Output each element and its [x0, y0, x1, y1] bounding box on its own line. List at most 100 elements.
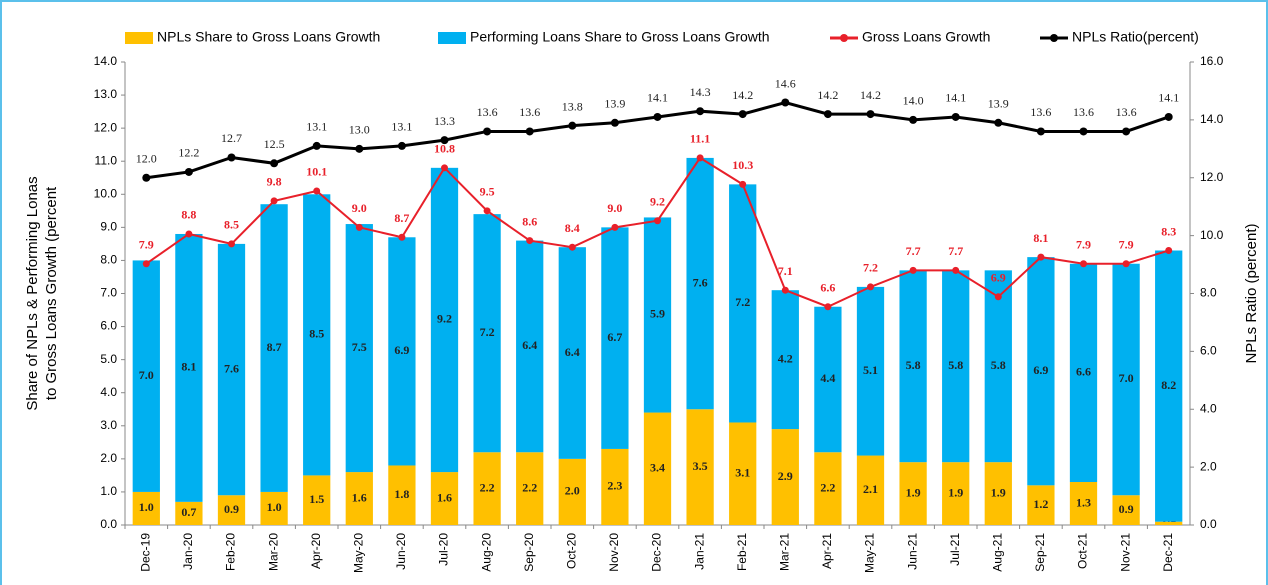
- x-tick-label: Dec-20: [650, 533, 664, 572]
- data-label: 2.2: [480, 480, 495, 494]
- line-point: [738, 110, 747, 119]
- line-point: [142, 260, 150, 268]
- bar-segment: [217, 495, 246, 525]
- line-point: [568, 121, 577, 130]
- data-label: 13.6: [1116, 105, 1137, 119]
- x-tick-label: Feb-21: [735, 533, 749, 571]
- data-label: 7.9: [139, 237, 154, 251]
- data-label: 9.0: [607, 201, 622, 215]
- data-label: 2.0: [565, 484, 580, 498]
- x-tick-label: Feb-20: [224, 533, 238, 571]
- y2-tick-label: 0.0: [1200, 517, 1217, 531]
- line-point: [654, 217, 661, 225]
- data-label: 8.5: [224, 218, 239, 232]
- data-label: 0.7: [181, 505, 196, 519]
- data-label: 1.9: [991, 485, 1006, 499]
- y-tick-label: 0.0: [100, 517, 117, 531]
- line-point: [270, 159, 279, 168]
- data-label: 6.4: [565, 345, 580, 359]
- bar-segment: [175, 501, 203, 525]
- x-tick-label: Aug-21: [990, 533, 1004, 572]
- data-label: 7.0: [1119, 371, 1134, 385]
- bar-segment: [558, 458, 586, 525]
- bar-segment: [473, 214, 501, 453]
- bar-segment: [1027, 485, 1055, 525]
- line-point: [184, 167, 193, 176]
- bar-segment: [516, 452, 544, 525]
- data-label: 13.0: [349, 123, 370, 137]
- x-tick-label: Jun-21: [905, 533, 919, 570]
- bar-segment: [132, 260, 160, 492]
- data-label: 14.6: [775, 76, 796, 90]
- data-label: 9.5: [480, 185, 495, 199]
- data-label: 10.1: [306, 165, 327, 179]
- data-label: 8.8: [181, 208, 196, 222]
- y2-tick-label: 4.0: [1200, 401, 1217, 415]
- legend-swatch: [125, 32, 153, 44]
- data-label: 1.9: [906, 485, 921, 499]
- bar-segment: [430, 167, 459, 473]
- data-label: 6.9: [1033, 363, 1048, 377]
- data-label: 8.2: [1161, 378, 1176, 392]
- bar-segment: [643, 217, 672, 413]
- data-label: 6.9: [991, 271, 1006, 285]
- line-point: [867, 283, 874, 291]
- data-label: 9.2: [437, 312, 452, 326]
- data-label: 7.9: [1076, 237, 1091, 251]
- x-tick-label: Sep-20: [522, 533, 536, 572]
- x-tick-label: Jan-20: [181, 533, 195, 570]
- y2-tick-label: 8.0: [1200, 286, 1217, 300]
- line-point: [781, 286, 789, 294]
- line-point: [696, 107, 705, 116]
- data-label: 14.3: [690, 85, 711, 99]
- y-tick-label: 4.0: [100, 385, 117, 399]
- data-label: 10.8: [434, 142, 455, 156]
- line-point: [611, 223, 619, 231]
- x-tick-label: May-21: [863, 533, 877, 573]
- bar-segment: [1155, 521, 1183, 525]
- bar-segment: [1112, 263, 1140, 496]
- data-label: 0.9: [224, 502, 239, 516]
- line-point: [355, 223, 363, 231]
- x-tick-label: May-20: [351, 533, 365, 573]
- data-label: 7.6: [224, 361, 239, 375]
- line-point: [909, 266, 917, 274]
- data-label: 5.9: [650, 307, 665, 321]
- line-point: [1079, 127, 1088, 136]
- bar-segment: [260, 491, 288, 525]
- data-label: 8.3: [1161, 224, 1176, 238]
- data-label: 3.5: [693, 459, 708, 473]
- legend-marker: [1050, 34, 1058, 42]
- line-point: [866, 110, 875, 119]
- bar-segment: [601, 227, 629, 449]
- bar-segment: [132, 491, 160, 525]
- line-point: [355, 144, 364, 153]
- line-point: [1080, 260, 1087, 268]
- bar-segment: [430, 472, 459, 525]
- bar-segment: [217, 243, 246, 496]
- data-label: 14.1: [945, 91, 966, 105]
- y-tick-label: 7.0: [100, 286, 117, 300]
- bar-segment: [899, 270, 927, 463]
- line-point: [823, 110, 832, 119]
- line-point: [398, 233, 406, 241]
- data-label: 13.6: [1073, 105, 1094, 119]
- data-label: 1.6: [352, 490, 367, 504]
- x-tick-label: Oct-21: [1076, 533, 1090, 569]
- bar-segment: [814, 306, 842, 453]
- y-tick-label: 10.0: [94, 186, 118, 200]
- data-label: 9.2: [650, 194, 665, 208]
- data-label: 13.8: [562, 99, 583, 113]
- y-tick-label: 3.0: [100, 418, 117, 432]
- bar-segment: [558, 247, 586, 459]
- bar-segment: [1069, 482, 1098, 525]
- y-tick-label: 8.0: [100, 253, 117, 267]
- data-label: 12.7: [221, 131, 242, 145]
- x-tick-label: Nov-20: [607, 533, 621, 572]
- y-tick-label: 11.0: [95, 153, 118, 167]
- y-tick-label: 6.0: [100, 319, 117, 333]
- data-label: 5.1: [863, 363, 878, 377]
- y-tick-label: 9.0: [100, 220, 117, 234]
- data-label: 13.9: [988, 97, 1009, 111]
- data-label: 6.7: [607, 330, 622, 344]
